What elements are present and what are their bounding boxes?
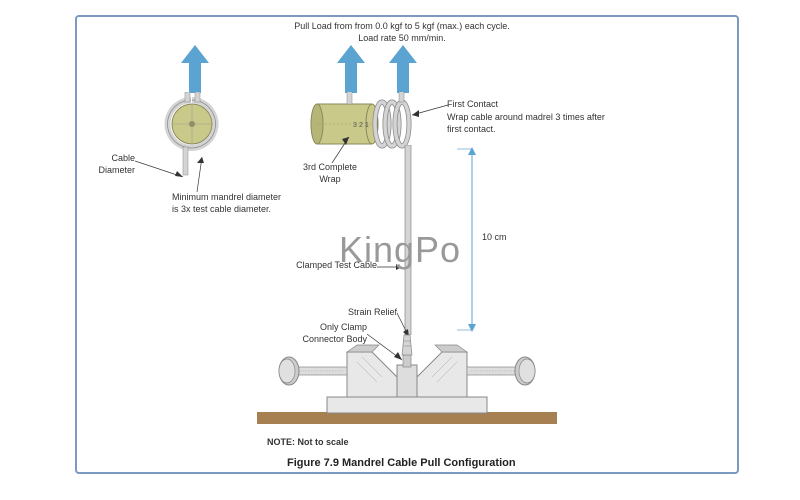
first-contact-pointer — [410, 103, 448, 118]
arrow-up-right — [389, 45, 417, 93]
wrap-instruction-label: Wrap cable around madrel 3 times after f… — [447, 112, 617, 135]
cable-diameter-label: Cable Diameter — [85, 153, 135, 176]
arrow-up-left — [181, 45, 209, 93]
svg-text:1: 1 — [365, 122, 369, 129]
vise-assembly — [257, 327, 557, 427]
watermark: KingPo — [339, 229, 461, 271]
mandrel-diameter-note: Minimum mandrel diameter is 3x test cabl… — [172, 192, 287, 215]
third-wrap-pointer — [327, 135, 352, 163]
pull-load-instruction: Pull Load from from 0.0 kgf to 5 kgf (ma… — [287, 21, 517, 44]
first-contact-label: First Contact — [447, 99, 607, 111]
cable-diameter-pointer — [135, 157, 185, 177]
svg-text:3: 3 — [353, 122, 357, 129]
arrow-up-mid — [337, 45, 365, 93]
strain-relief-label: Strain Relief — [327, 307, 397, 319]
scale-note: NOTE: Not to scale — [267, 437, 349, 449]
mandrel-note-pointer — [192, 157, 212, 195]
third-wrap-label: 3rd Complete Wrap — [295, 162, 365, 185]
distance-label: 10 cm — [482, 232, 507, 244]
figure-caption: Figure 7.9 Mandrel Cable Pull Configurat… — [287, 457, 516, 469]
svg-text:2: 2 — [359, 122, 363, 129]
